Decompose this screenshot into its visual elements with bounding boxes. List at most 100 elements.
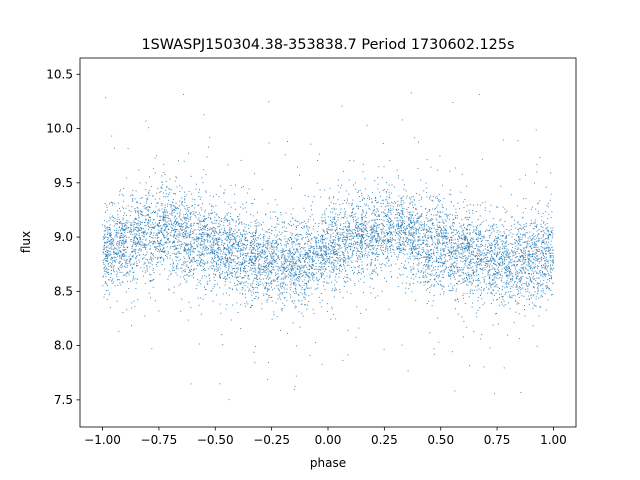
data-point bbox=[256, 279, 258, 281]
data-point bbox=[412, 243, 414, 245]
data-point bbox=[257, 253, 259, 255]
data-point bbox=[284, 269, 286, 271]
data-point bbox=[113, 256, 115, 258]
data-point bbox=[263, 270, 265, 272]
data-point bbox=[540, 226, 542, 228]
data-point bbox=[504, 267, 506, 269]
data-point bbox=[501, 285, 503, 287]
data-point bbox=[158, 245, 160, 247]
data-point bbox=[401, 244, 403, 246]
data-point bbox=[398, 268, 400, 270]
data-point bbox=[462, 268, 464, 270]
data-point bbox=[273, 250, 275, 252]
data-point bbox=[106, 283, 108, 285]
data-point bbox=[318, 248, 320, 250]
data-point bbox=[431, 232, 433, 233]
data-point bbox=[142, 232, 144, 234]
data-point bbox=[329, 258, 331, 260]
data-point bbox=[326, 246, 327, 248]
data-point bbox=[531, 281, 533, 283]
data-point bbox=[489, 274, 491, 276]
data-point bbox=[257, 242, 259, 244]
data-point bbox=[385, 191, 387, 192]
data-point bbox=[357, 257, 358, 259]
data-point bbox=[504, 237, 506, 239]
data-point bbox=[230, 262, 232, 264]
data-point bbox=[425, 239, 427, 241]
data-point bbox=[332, 253, 334, 255]
data-point bbox=[397, 238, 399, 240]
data-point bbox=[512, 243, 514, 245]
data-point bbox=[288, 257, 290, 259]
data-point bbox=[290, 225, 292, 226]
data-point bbox=[375, 240, 377, 242]
data-point bbox=[479, 250, 481, 252]
data-point bbox=[545, 250, 547, 252]
data-point bbox=[526, 232, 528, 234]
data-point bbox=[430, 195, 432, 197]
data-point bbox=[481, 252, 483, 254]
data-point bbox=[145, 270, 147, 272]
data-point bbox=[291, 257, 293, 259]
data-point bbox=[441, 236, 443, 238]
data-point bbox=[164, 241, 166, 243]
data-point bbox=[344, 260, 345, 262]
data-point bbox=[537, 246, 539, 248]
data-point bbox=[261, 308, 263, 310]
data-point bbox=[310, 287, 312, 289]
data-point bbox=[110, 232, 112, 234]
data-point bbox=[173, 292, 175, 294]
data-point bbox=[272, 255, 274, 257]
data-point bbox=[301, 238, 303, 240]
data-point bbox=[466, 284, 468, 286]
data-point bbox=[318, 226, 320, 228]
data-point bbox=[277, 247, 278, 249]
data-point bbox=[499, 220, 501, 222]
data-point bbox=[344, 244, 346, 246]
data-point bbox=[273, 280, 275, 282]
data-point bbox=[263, 263, 265, 265]
data-point bbox=[119, 247, 121, 248]
data-point bbox=[212, 251, 214, 253]
data-point bbox=[198, 196, 200, 197]
data-point bbox=[440, 229, 442, 231]
data-point bbox=[398, 209, 399, 211]
data-point bbox=[302, 221, 304, 223]
data-point bbox=[164, 204, 166, 206]
data-point bbox=[456, 263, 458, 265]
data-point bbox=[428, 281, 430, 283]
data-point bbox=[463, 227, 465, 229]
data-point bbox=[510, 262, 512, 264]
data-point bbox=[256, 239, 258, 241]
data-point bbox=[520, 261, 522, 262]
data-point bbox=[124, 226, 126, 227]
data-point bbox=[466, 245, 468, 247]
data-point bbox=[437, 252, 439, 254]
data-point bbox=[395, 202, 396, 204]
data-point bbox=[152, 234, 154, 236]
data-point bbox=[403, 242, 405, 244]
data-point bbox=[514, 282, 516, 284]
data-point bbox=[296, 274, 297, 276]
data-point bbox=[273, 258, 275, 260]
data-point bbox=[284, 257, 286, 259]
data-point bbox=[218, 249, 220, 251]
data-point bbox=[205, 234, 207, 236]
data-point bbox=[268, 284, 270, 286]
data-point bbox=[318, 266, 320, 267]
data-point bbox=[126, 266, 128, 268]
data-point bbox=[247, 240, 249, 242]
data-point bbox=[304, 243, 306, 245]
data-point bbox=[184, 262, 186, 264]
data-point bbox=[323, 259, 325, 261]
data-point bbox=[409, 256, 411, 258]
data-point bbox=[183, 223, 184, 225]
data-point bbox=[295, 238, 297, 240]
data-point bbox=[344, 256, 346, 258]
data-point bbox=[419, 233, 421, 235]
data-point bbox=[539, 257, 541, 259]
data-point bbox=[525, 288, 526, 290]
data-point bbox=[343, 237, 345, 239]
data-point bbox=[133, 262, 135, 264]
data-point bbox=[136, 255, 138, 257]
